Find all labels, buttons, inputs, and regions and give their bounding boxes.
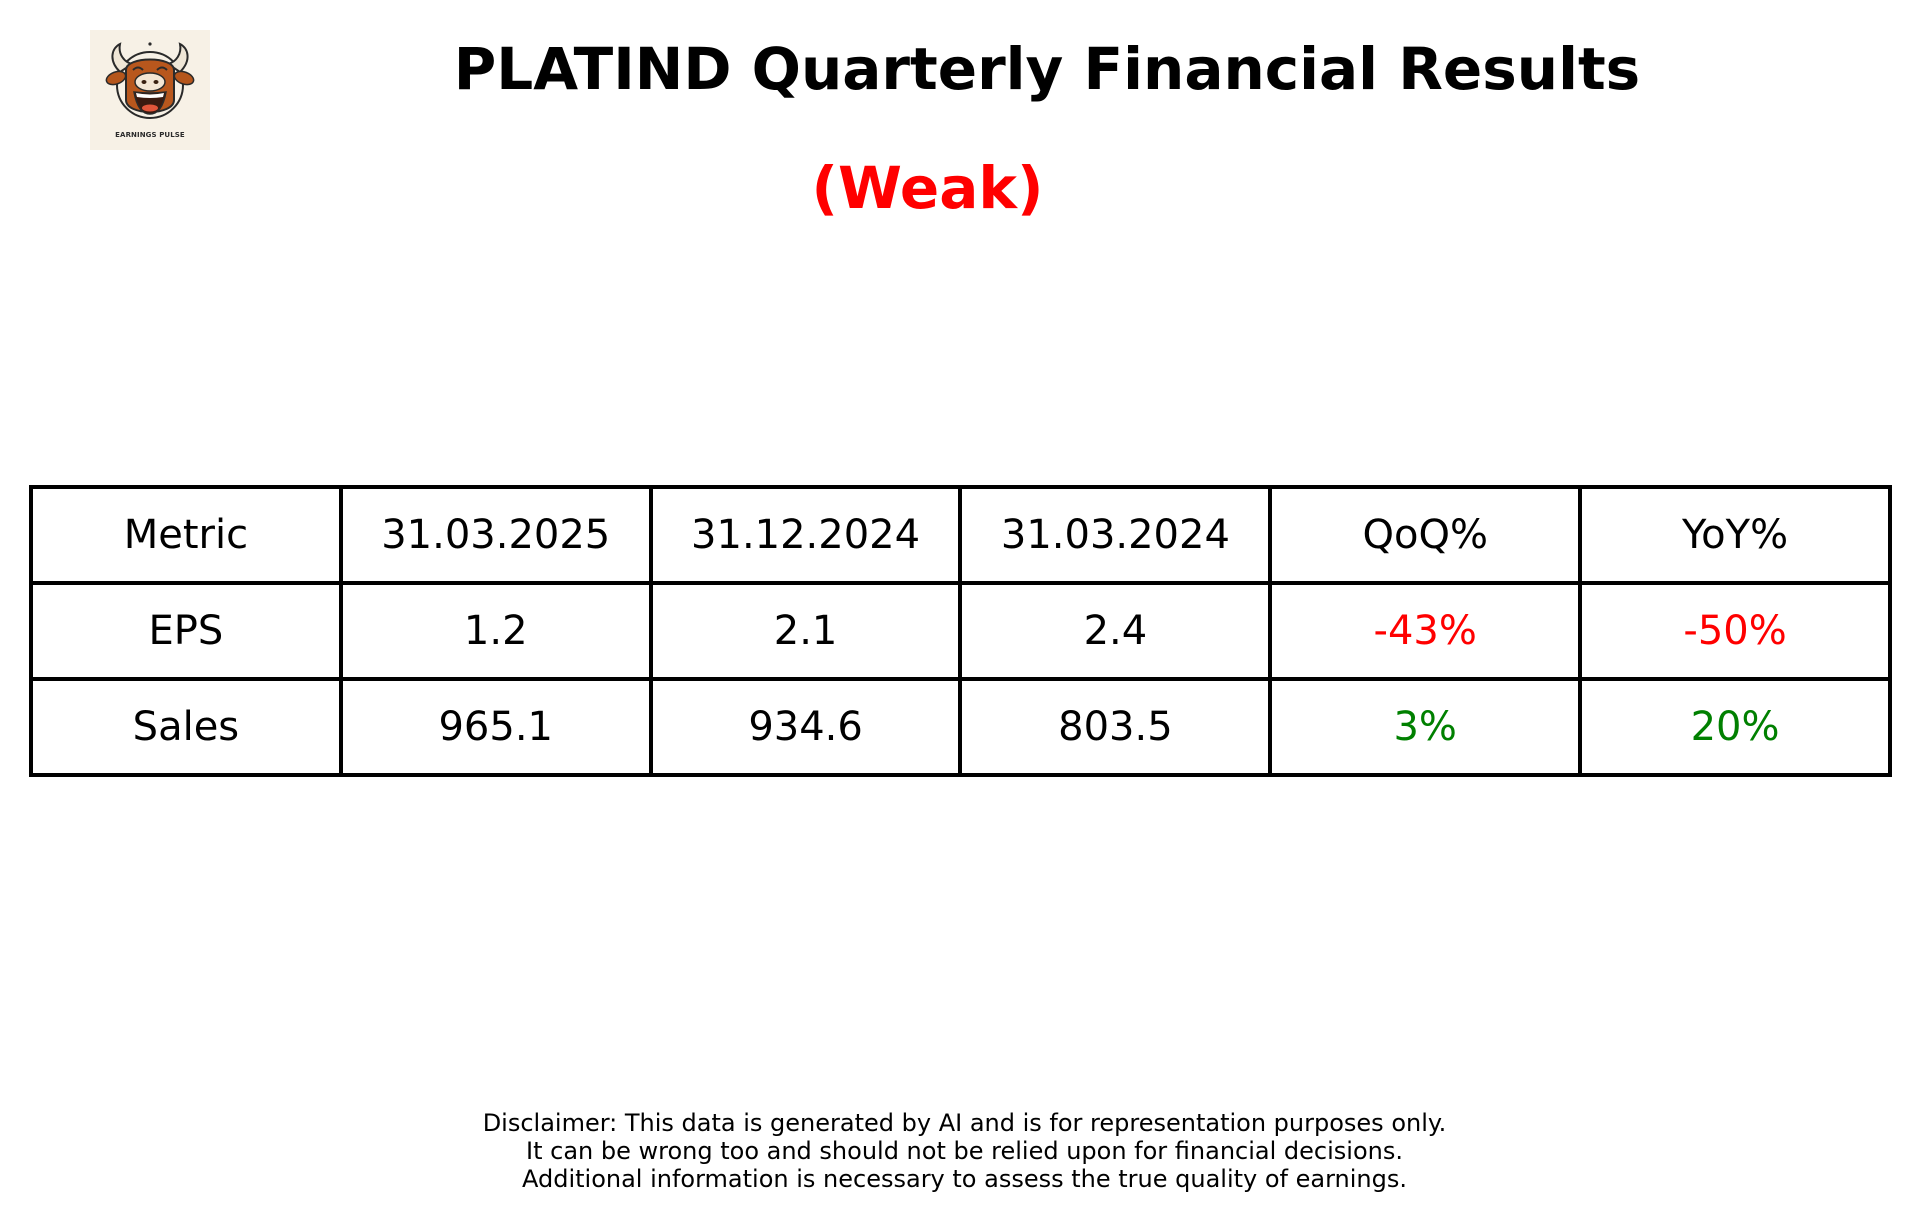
- disclaimer-line-1: Disclaimer: This data is generated by AI…: [482, 1109, 1447, 1137]
- column-header-year-ago-quarter: 31.03.2024: [958, 485, 1273, 585]
- disclaimer-line-3: Additional information is necessary to a…: [521, 1165, 1407, 1193]
- rating-label: (Weak): [811, 154, 1044, 222]
- eps-yoy-change: -50%: [1578, 581, 1892, 681]
- page-title: PLATIND Quarterly Financial Results: [453, 35, 1641, 103]
- metric-label: EPS: [29, 581, 343, 681]
- column-header-qoq: QoQ%: [1268, 485, 1583, 585]
- column-header-previous-quarter: 31.12.2024: [648, 485, 963, 585]
- column-header-metric: Metric: [29, 485, 343, 585]
- financial-results-table: Metric 31.03.2025 31.12.2024 31.03.2024 …: [29, 485, 1892, 777]
- bull-mascot-icon: [105, 42, 195, 119]
- eps-year-ago-quarter: 2.4: [958, 581, 1273, 681]
- table-header-row: Metric 31.03.2025 31.12.2024 31.03.2024 …: [29, 485, 1892, 585]
- column-header-yoy: YoY%: [1578, 485, 1892, 585]
- table-row-eps: EPS 1.2 2.1 2.4 -43% -50%: [29, 581, 1892, 681]
- eps-qoq-change: -43%: [1268, 581, 1583, 681]
- earnings-pulse-logo: EARNINGS PULSE: [90, 30, 210, 150]
- metric-label: Sales: [29, 677, 343, 777]
- logo-text: EARNINGS PULSE: [115, 131, 185, 139]
- disclaimer-line-2: It can be wrong too and should not be re…: [526, 1137, 1403, 1165]
- sales-year-ago-quarter: 803.5: [958, 677, 1273, 777]
- sales-previous-quarter: 934.6: [648, 677, 963, 777]
- table-row-sales: Sales 965.1 934.6 803.5 3% 20%: [29, 677, 1892, 777]
- sales-yoy-change: 20%: [1578, 677, 1892, 777]
- eps-current-quarter: 1.2: [338, 581, 653, 681]
- sales-qoq-change: 3%: [1268, 677, 1583, 777]
- sales-current-quarter: 965.1: [338, 677, 653, 777]
- disclaimer: Disclaimer: This data is generated by AI…: [0, 1109, 1919, 1193]
- column-header-current-quarter: 31.03.2025: [338, 485, 653, 585]
- eps-previous-quarter: 2.1: [648, 581, 963, 681]
